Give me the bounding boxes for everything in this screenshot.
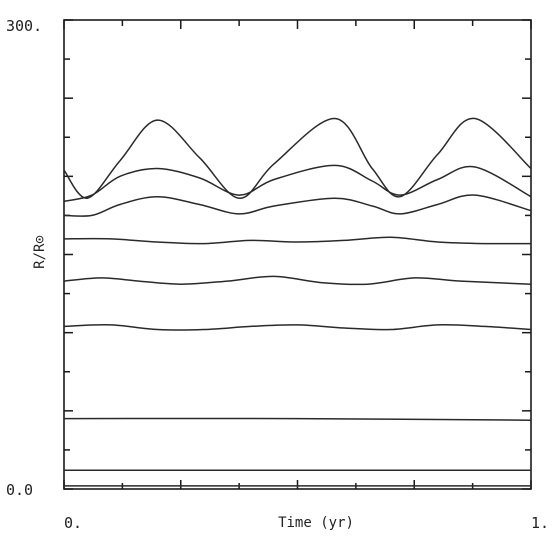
series-line-3 [63, 194, 532, 217]
series-line-5 [63, 275, 532, 286]
y-tick-label-min: 0.0 [6, 481, 33, 499]
series-line-6 [63, 324, 532, 331]
series-line-1 [63, 117, 532, 199]
series-line-7 [63, 417, 532, 421]
series-layer [63, 117, 532, 487]
y-tick-label-max: 300. [6, 17, 42, 35]
x-axis-title: Time (yr) [278, 515, 354, 531]
x-tick-label-min: 0. [64, 514, 82, 532]
y-axis-title: R/R⊙ [32, 235, 48, 269]
series-line-2 [63, 164, 532, 203]
series-line-4 [63, 236, 532, 245]
x-tick-label-max: 1. [531, 514, 549, 532]
